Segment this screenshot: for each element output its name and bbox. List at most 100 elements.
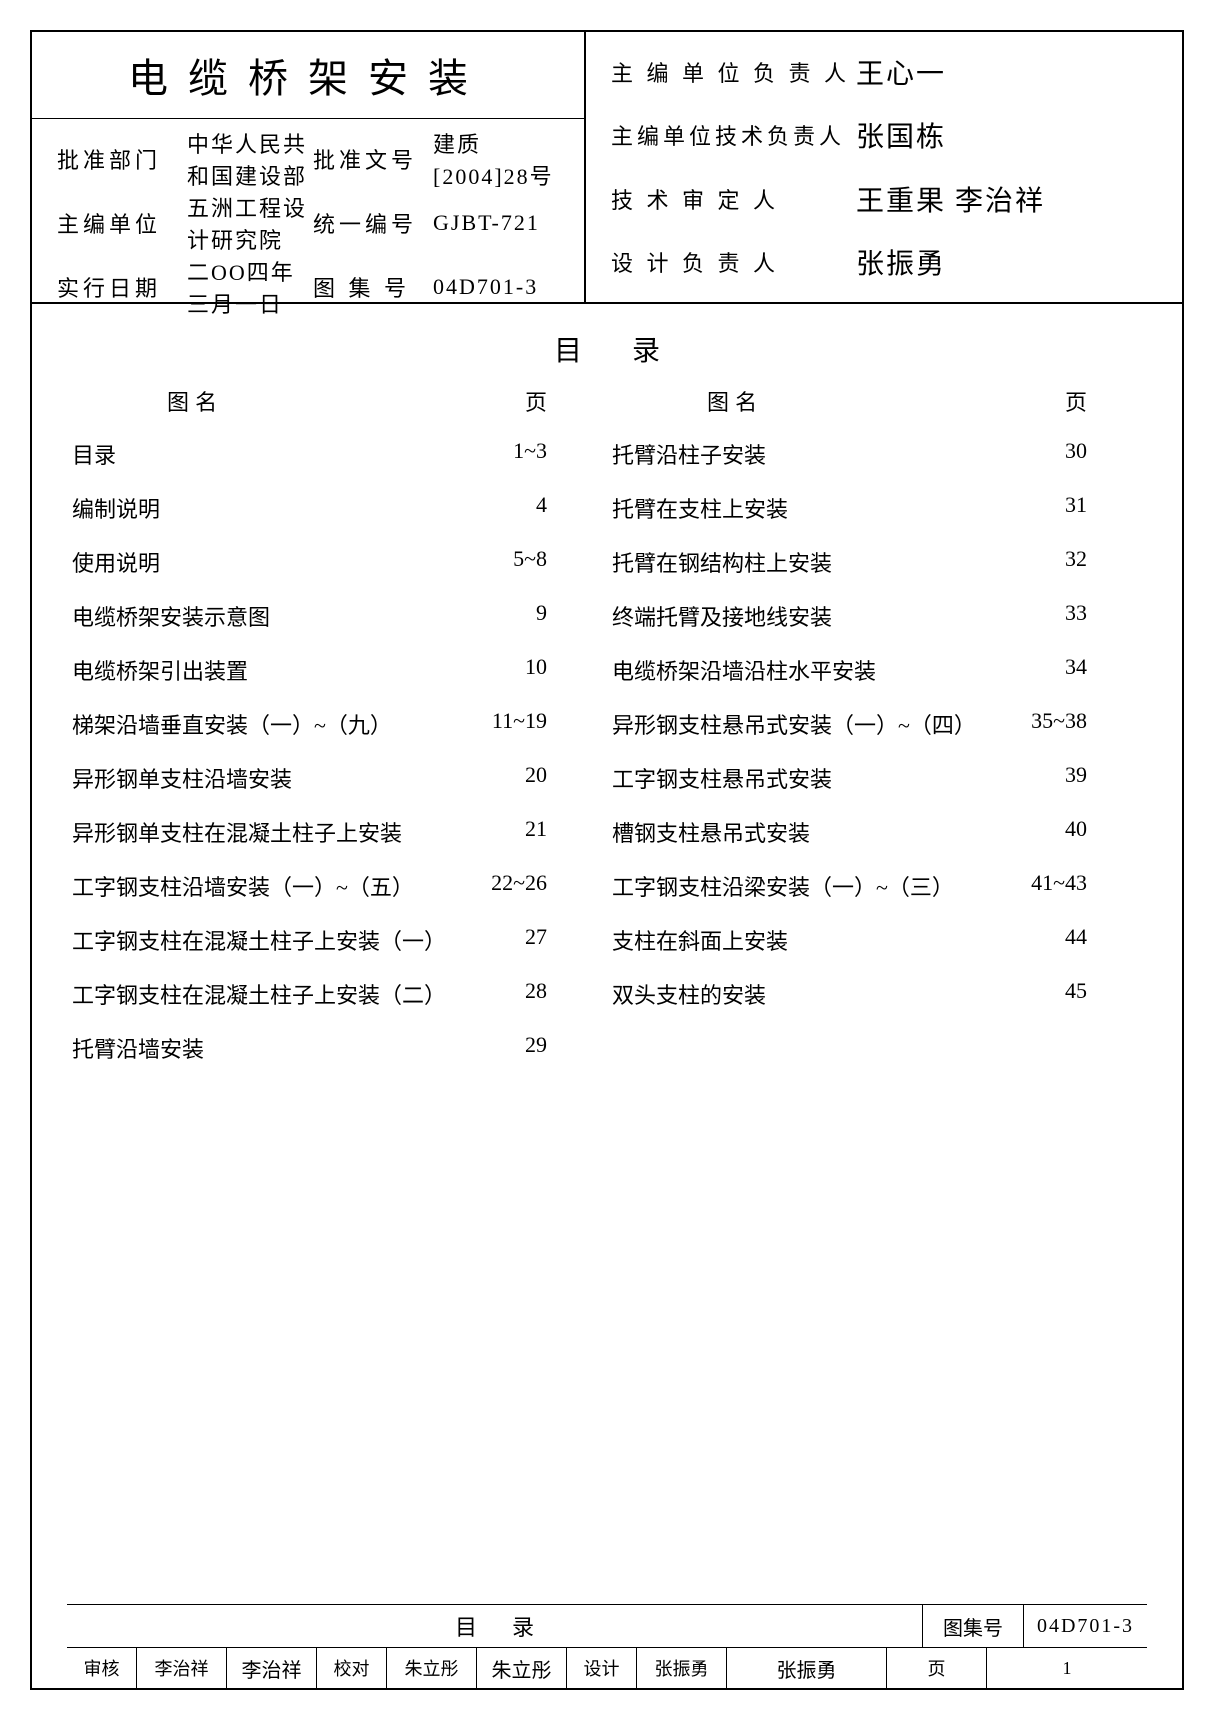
- right-rows: 托臂沿柱子安装 30 托臂在支柱上安装 31 托臂在钢结构柱上安装 32 终端托臂及接地线安…: [607, 427, 1147, 1604]
- shenhe-name: 李治祥: [137, 1648, 227, 1688]
- toc-row: 支柱在斜面上安装 44: [607, 913, 1147, 967]
- toc-item-name: 托臂在支柱上安装: [612, 492, 788, 524]
- header-row: 电缆桥架安装 批准部门 中华人民共和国建设部 批准文号 建质[2004]28号 …: [32, 32, 1182, 304]
- signature: 张振勇: [856, 242, 1157, 282]
- sheji-name: 张振勇: [637, 1648, 727, 1688]
- toc-row: 使用说明5~8: [67, 535, 607, 589]
- toc-item-name: 异形钢单支柱在混凝土柱子上安装: [72, 816, 402, 848]
- toc-item-page: 11~19: [492, 708, 547, 740]
- right-label: 主编单位技术负责人: [611, 119, 856, 151]
- col-head-name: 图 名: [707, 385, 757, 417]
- page-value: 1: [987, 1648, 1147, 1688]
- left-rows: 目录 1~3 编制说明4使用说明5~8 电缆桥架安装示意图 9 电缆桥架引出装置 10 梯架沿…: [67, 427, 607, 1604]
- page-label: 页: [887, 1648, 987, 1688]
- meta-value: 04D701-3: [433, 274, 559, 300]
- body: 目录 图 名 页 目录1~3编制说明4使用说明5~8电缆桥架安装示意图9电缆桥架…: [32, 304, 1182, 1688]
- toc-item-page: 4: [536, 492, 547, 524]
- toc-item-name: 工字钢支柱沿墙安装（一）~（五）: [72, 870, 414, 902]
- header-right: 主 编 单 位 负 责 人 王心一 主编单位技术负责人 张国栋 技 术 审 定 …: [586, 32, 1182, 302]
- toc-item-page: 28: [525, 978, 547, 1010]
- toc-row: 梯架沿墙垂直安装（一）~（九） 11~19: [67, 697, 607, 751]
- toc-item-name: 支柱在斜面上安装: [612, 924, 788, 956]
- right-label: 主 编 单 位 负 责 人: [611, 56, 856, 88]
- toc-item-name: 托臂沿柱子安装: [612, 438, 766, 470]
- footer-bottom: 审核 李治祥 李治祥 校对 朱立彤 朱立彤 设计 张振勇 张振勇 页 1: [67, 1648, 1147, 1688]
- toc-title: 目录: [67, 329, 1147, 369]
- toc-row: 槽钢支柱悬吊式安装40: [607, 805, 1147, 859]
- footer-tuji-value: 04D701-3: [1024, 1605, 1147, 1647]
- toc-row: 异形钢支柱悬吊式安装（一）~（四）35~38: [607, 697, 1147, 751]
- header-left: 电缆桥架安装 批准部门 中华人民共和国建设部 批准文号 建质[2004]28号 …: [32, 32, 586, 302]
- toc-item-name: 工字钢支柱沿梁安装（一）~（三）: [612, 870, 954, 902]
- toc-item-page: 21: [525, 816, 547, 848]
- toc-item-page: 41~43: [1031, 870, 1087, 902]
- meta-value: 中华人民共和国建设部: [187, 127, 313, 191]
- toc-item-name: 电缆桥架引出装置: [72, 654, 248, 686]
- col-head: 图 名 页: [607, 379, 1147, 427]
- footer: 目录 图集号 04D701-3 审核 李治祥 李治祥 校对 朱立彤 朱立彤 设计…: [67, 1604, 1147, 1688]
- footer-top: 目录 图集号 04D701-3: [67, 1605, 1147, 1648]
- toc-item-name: 托臂在钢结构柱上安装: [612, 546, 832, 578]
- meta-label: 图 集 号: [313, 271, 433, 303]
- meta-label: 批准部门: [57, 143, 187, 175]
- toc-row: 编制说明4: [67, 481, 607, 535]
- meta-value: 五洲工程设计研究院: [187, 191, 313, 255]
- sheji-label: 设计: [567, 1648, 637, 1688]
- toc-item-page: 44: [1065, 924, 1087, 956]
- col-head-page: 页: [525, 385, 547, 417]
- toc-row: 目录 1~3: [67, 427, 607, 481]
- meta-label: 主编单位: [57, 207, 187, 239]
- col-head-name: 图 名: [167, 385, 217, 417]
- col-head: 图 名 页: [67, 379, 607, 427]
- meta-value: GJBT-721: [433, 210, 559, 236]
- toc-row: 工字钢支柱沿墙安装（一）~（五）22~26: [67, 859, 607, 913]
- toc-columns: 图 名 页 目录 1~3 编制说明4使用说明5~8 电缆桥架安装示意图 9 电缆桥架引出装…: [67, 379, 1147, 1604]
- footer-tuji-label: 图集号: [923, 1605, 1024, 1647]
- toc-row: 工字钢支柱悬吊式安装 39: [607, 751, 1147, 805]
- meta-label: 统一编号: [313, 207, 433, 239]
- jiaodui-name: 朱立彤: [387, 1648, 477, 1688]
- toc-item-page: 35~38: [1031, 708, 1087, 740]
- toc-item-name: 电缆桥架安装示意图: [72, 600, 270, 632]
- shenhe-sig: 李治祥: [227, 1648, 317, 1688]
- toc-item-name: 工字钢支柱在混凝土柱子上安装（二）: [72, 978, 446, 1010]
- toc-item-page: 5~8: [513, 546, 547, 578]
- toc-item-name: 双头支柱的安装: [612, 978, 766, 1010]
- toc-row: 电缆桥架安装示意图 9: [67, 589, 607, 643]
- right-label: 设 计 负 责 人: [611, 246, 856, 278]
- toc-row: 电缆桥架引出装置 10: [67, 643, 607, 697]
- toc-item-page: 27: [525, 924, 547, 956]
- meta-grid-right: 主 编 单 位 负 责 人 王心一 主编单位技术负责人 张国栋 技 术 审 定 …: [586, 32, 1182, 302]
- toc-row: 异形钢单支柱在混凝土柱子上安装 21: [67, 805, 607, 859]
- toc-item-name: 梯架沿墙垂直安装（一）~（九）: [72, 708, 392, 740]
- toc-row: 工字钢支柱沿梁安装（一）~（三） 41~43: [607, 859, 1147, 913]
- toc-item-page: 1~3: [513, 438, 547, 470]
- toc-row: 工字钢支柱在混凝土柱子上安装（二） 28: [67, 967, 607, 1021]
- toc-item-page: 39: [1065, 762, 1087, 794]
- signature: 王重果 李治祥: [856, 179, 1157, 219]
- meta-grid-left: 批准部门 中华人民共和国建设部 批准文号 建质[2004]28号 主编单位 五洲…: [32, 119, 584, 327]
- toc-item-page: 30: [1065, 438, 1087, 470]
- toc-item-name: 目录: [72, 438, 116, 470]
- toc-row: 托臂沿柱子安装 30: [607, 427, 1147, 481]
- toc-item-name: 工字钢支柱悬吊式安装: [612, 762, 832, 794]
- meta-value: 建质[2004]28号: [433, 127, 559, 191]
- toc-item-page: 40: [1065, 816, 1087, 848]
- right-label: 技 术 审 定 人: [611, 183, 856, 215]
- toc-item-page: 20: [525, 762, 547, 794]
- col-head-page: 页: [1065, 385, 1087, 417]
- toc-row: 双头支柱的安装 45: [607, 967, 1147, 1021]
- toc-item-name: 工字钢支柱在混凝土柱子上安装（一）: [72, 924, 446, 956]
- toc-row: 工字钢支柱在混凝土柱子上安装（一） 27: [67, 913, 607, 967]
- toc-item-page: 31: [1065, 492, 1087, 524]
- jiaodui-label: 校对: [317, 1648, 387, 1688]
- toc-item-page: 10: [525, 654, 547, 686]
- toc-item-page: 45: [1065, 978, 1087, 1010]
- toc-row: 托臂在支柱上安装 31: [607, 481, 1147, 535]
- toc-row: 托臂沿墙安装29: [67, 1021, 607, 1075]
- toc-item-page: 32: [1065, 546, 1087, 578]
- toc-item-name: 托臂沿墙安装: [72, 1032, 204, 1064]
- toc-item-page: 9: [536, 600, 547, 632]
- jiaodui-sig: 朱立彤: [477, 1648, 567, 1688]
- toc-row: 终端托臂及接地线安装33: [607, 589, 1147, 643]
